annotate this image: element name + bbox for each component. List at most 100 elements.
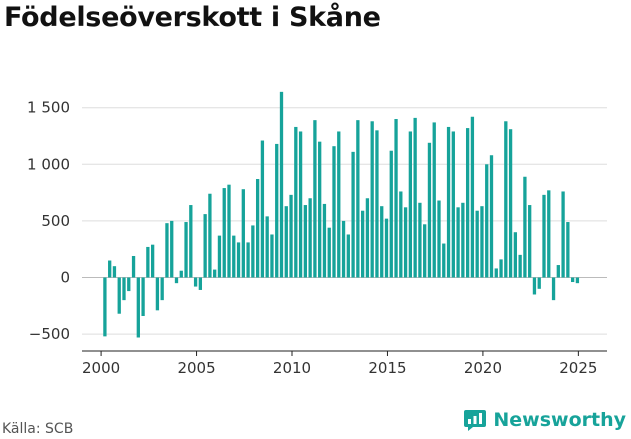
- bar: [232, 235, 236, 278]
- bar: [313, 120, 317, 278]
- bar: [236, 242, 241, 278]
- bar-series: [103, 91, 580, 338]
- bar: [332, 146, 336, 278]
- bar: [246, 242, 250, 278]
- bar: [227, 184, 231, 278]
- bar: [360, 210, 365, 278]
- bar: [275, 143, 279, 278]
- chart-title: Födelseöverskott i Skåne: [4, 2, 381, 33]
- y-tick-label: −500: [29, 325, 70, 343]
- bar: [413, 117, 417, 278]
- bar: [370, 121, 374, 278]
- bar: [198, 277, 203, 290]
- newsworthy-logo-icon: [464, 410, 487, 431]
- bar: [193, 277, 198, 287]
- bar: [260, 140, 265, 278]
- y-tick-label: 1 000: [27, 155, 70, 173]
- bar: [203, 214, 207, 278]
- bar: [270, 234, 274, 278]
- bar: [399, 191, 403, 278]
- bar: [465, 128, 470, 278]
- bar: [532, 277, 537, 295]
- bar: [551, 277, 556, 301]
- brand-logo[interactable]: Newsworthy: [463, 405, 626, 435]
- bar: [170, 220, 174, 278]
- x-tick-label: 2010: [273, 359, 311, 377]
- bar: [308, 198, 312, 278]
- bar: [380, 206, 384, 278]
- y-axis: −500 0 500 1 000 1 500: [27, 99, 70, 343]
- x-tick-label: 2005: [177, 359, 215, 377]
- bar: [451, 131, 455, 278]
- bar: [298, 131, 303, 278]
- bar: [470, 116, 475, 278]
- bar: [279, 91, 284, 278]
- x-tick-label: 2015: [368, 359, 406, 377]
- bar: [241, 189, 245, 278]
- bar: [570, 277, 575, 283]
- bar: [494, 268, 498, 278]
- bar: [117, 277, 121, 314]
- bar: [337, 131, 341, 278]
- bar: [122, 277, 126, 301]
- bar: [566, 222, 570, 278]
- bar: [213, 269, 217, 278]
- x-tick-label: 2000: [82, 359, 120, 377]
- bar: [427, 142, 432, 278]
- bar: [523, 176, 527, 278]
- bar: [485, 164, 489, 278]
- bar: [351, 151, 355, 278]
- bar: [303, 205, 308, 278]
- bar: [294, 126, 298, 278]
- bar: [547, 190, 551, 278]
- bar: [265, 216, 269, 278]
- bar: [575, 277, 580, 284]
- bar: [318, 141, 322, 278]
- bar: [375, 130, 379, 278]
- bar: [556, 265, 560, 278]
- brand-name: Newsworthy: [493, 409, 626, 431]
- bar: [461, 202, 465, 278]
- bar: [150, 244, 155, 278]
- bar: [394, 119, 398, 278]
- x-tick-label: 2025: [559, 359, 597, 377]
- bar: [146, 246, 150, 278]
- bar: [112, 266, 117, 278]
- bar: [528, 205, 532, 278]
- bar: [103, 277, 107, 337]
- bar: [189, 205, 193, 278]
- bar: [136, 277, 140, 338]
- bar: [141, 277, 145, 316]
- y-tick-label: 1 500: [27, 99, 70, 117]
- bar: [456, 207, 460, 278]
- y-tick-label: 0: [60, 269, 70, 287]
- bar: [480, 206, 484, 278]
- bar: [418, 202, 422, 278]
- bar: [155, 277, 160, 311]
- bar: [475, 210, 479, 278]
- bar: [108, 260, 112, 278]
- bar: [446, 126, 451, 278]
- bar: [255, 179, 260, 278]
- x-tick-label: 2020: [464, 359, 502, 377]
- bar: [289, 194, 293, 278]
- bar: [504, 121, 508, 278]
- bar: [165, 223, 169, 278]
- bar: [160, 277, 164, 301]
- bar: [499, 259, 503, 278]
- bar: [423, 224, 427, 278]
- y-tick-label: 500: [41, 212, 70, 230]
- bar: [508, 129, 513, 278]
- source-note: Källa: SCB: [2, 421, 74, 437]
- bar: [327, 227, 331, 278]
- bar: [389, 150, 393, 278]
- x-axis: 2000 2005 2010 2015 2020 2025: [82, 350, 607, 377]
- bar: [284, 206, 288, 278]
- bar: [179, 270, 183, 278]
- bar: [432, 122, 436, 278]
- bar: [131, 255, 136, 278]
- bar: [341, 220, 346, 278]
- bar: [403, 207, 408, 278]
- bar: [251, 225, 255, 278]
